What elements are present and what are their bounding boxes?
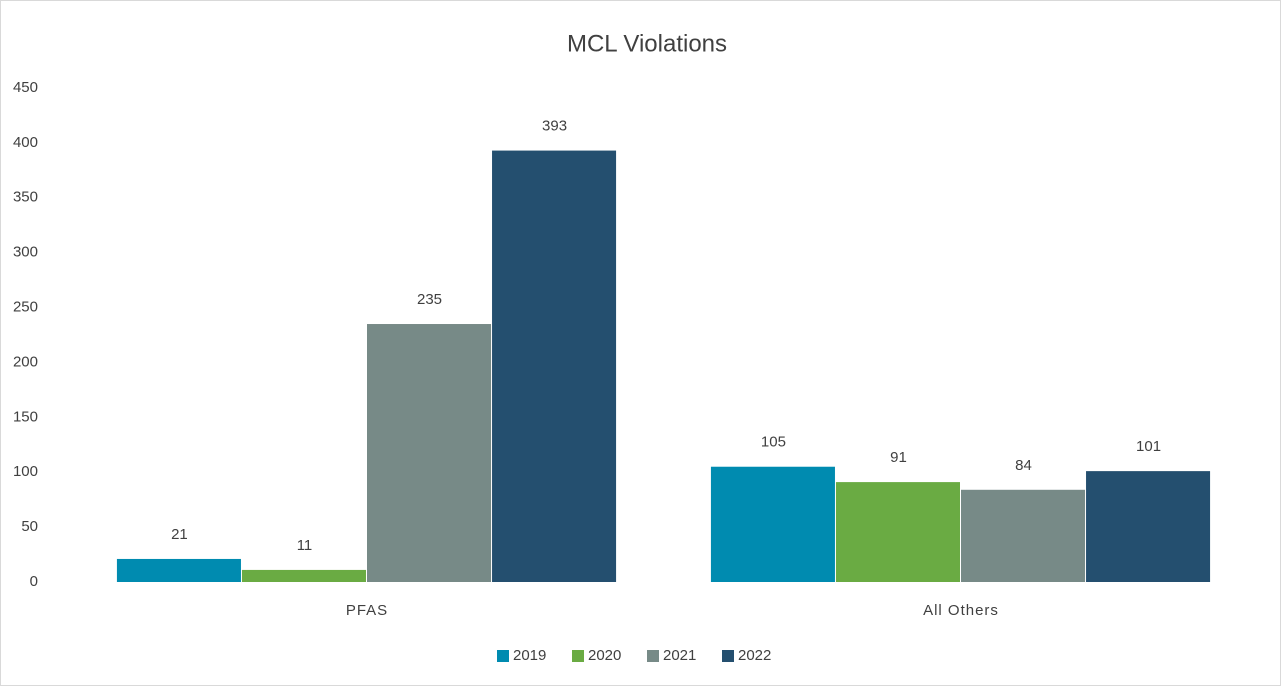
chart-title: MCL Violations (567, 30, 727, 57)
y-tick-label: 250 (13, 299, 38, 316)
x-tick-label: All Others (923, 602, 999, 619)
legend-label: 2021 (663, 647, 696, 664)
y-tick-label: 50 (21, 518, 38, 535)
bar (367, 324, 492, 582)
bar (492, 150, 617, 582)
legend-label: 2019 (513, 647, 546, 664)
data-label: 105 (761, 434, 786, 451)
x-tick-label: PFAS (346, 602, 388, 619)
legend-label: 2020 (588, 647, 621, 664)
data-label: 84 (1015, 457, 1032, 474)
legend-swatch (497, 650, 509, 662)
y-tick-label: 450 (13, 79, 38, 96)
data-label: 11 (297, 537, 313, 554)
data-label: 393 (542, 118, 567, 135)
bar (241, 569, 366, 582)
legend-swatch (572, 650, 584, 662)
y-tick-label: 100 (13, 463, 38, 480)
legend-swatch (722, 650, 734, 662)
y-tick-label: 0 (30, 573, 38, 590)
bar (710, 466, 835, 582)
y-tick-label: 200 (13, 353, 38, 370)
y-tick-label: 350 (13, 189, 38, 206)
data-label: 101 (1136, 438, 1161, 455)
bar (116, 558, 241, 582)
legend-label: 2022 (738, 647, 771, 664)
y-tick-label: 400 (13, 134, 38, 151)
bar (1086, 471, 1211, 582)
bar (835, 482, 960, 582)
data-label: 91 (890, 449, 907, 466)
y-tick-label: 150 (13, 408, 38, 425)
y-tick-label: 300 (13, 244, 38, 261)
data-label: 21 (171, 526, 188, 543)
bar (961, 489, 1086, 582)
legend-swatch (647, 650, 659, 662)
data-label: 235 (417, 291, 442, 308)
